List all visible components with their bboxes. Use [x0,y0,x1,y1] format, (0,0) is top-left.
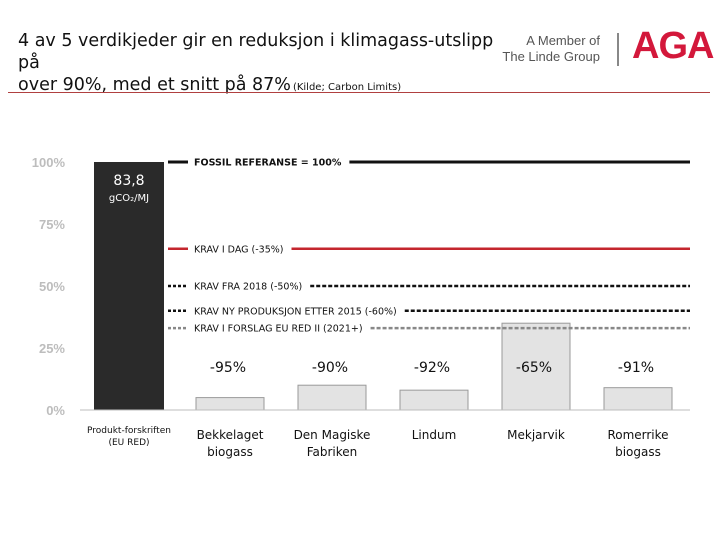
y-tick-label: 50% [39,279,65,294]
reference-line-label: KRAV NY PRODUKSJON ETTER 2015 (-60%) [194,306,397,317]
chart-title: 4 av 5 verdikjeder gir en reduksjon i kl… [18,30,518,99]
category-label: Den Magiske [294,428,371,442]
reduction-label: -92% [414,360,450,376]
reference-line-label: KRAV I DAG (-35%) [194,244,284,255]
category-label: Lindum [412,428,457,442]
y-tick-label: 100% [32,155,66,170]
y-tick-label: 0% [46,403,65,418]
logo-sub-line1: A Member of [526,33,600,48]
category-label: biogass [615,445,661,459]
bar [94,162,164,410]
category-label: (EU RED) [108,438,149,448]
y-tick-label: 25% [39,341,65,356]
category-label: Fabriken [307,445,358,459]
category-label: Mekjarvik [507,428,565,442]
reduction-label: -65% [516,360,552,376]
bar [399,389,469,411]
logo-subtitle: A Member of The Linde Group [500,33,600,65]
source-note: (Kilde; Carbon Limits) [292,82,402,93]
title-line2: over 90%, med et snitt på 87% [18,75,291,95]
reference-line-label: KRAV FRA 2018 (-50%) [194,282,302,293]
bar [297,384,367,411]
category-label: Bekkelaget [197,428,264,442]
reference-line-label: KRAV I FORSLAG EU RED II (2021+) [194,324,363,335]
bar-value-label: 83,8 [113,173,144,189]
reduction-label: -95% [210,360,246,376]
reference-line-label: FOSSIL REFERANSE = 100% [194,158,342,169]
header-divider [8,92,710,93]
bar [501,322,571,411]
category-label: Produkt-forskriften [87,426,171,436]
bar [195,397,265,411]
bar [603,387,673,411]
bar-unit-label: gCO₂/MJ [109,193,149,204]
category-label: Romerrike [607,428,668,442]
title-line1: 4 av 5 verdikjeder gir en reduksjon i kl… [18,31,494,73]
y-tick-label: 75% [39,217,65,232]
logo-sub-line2: The Linde Group [502,49,600,64]
reduction-label: -91% [618,360,654,376]
category-label: biogass [207,445,253,459]
reduction-label: -90% [312,360,348,376]
logo-separator [617,33,619,66]
aga-logo: AGA [632,25,714,67]
